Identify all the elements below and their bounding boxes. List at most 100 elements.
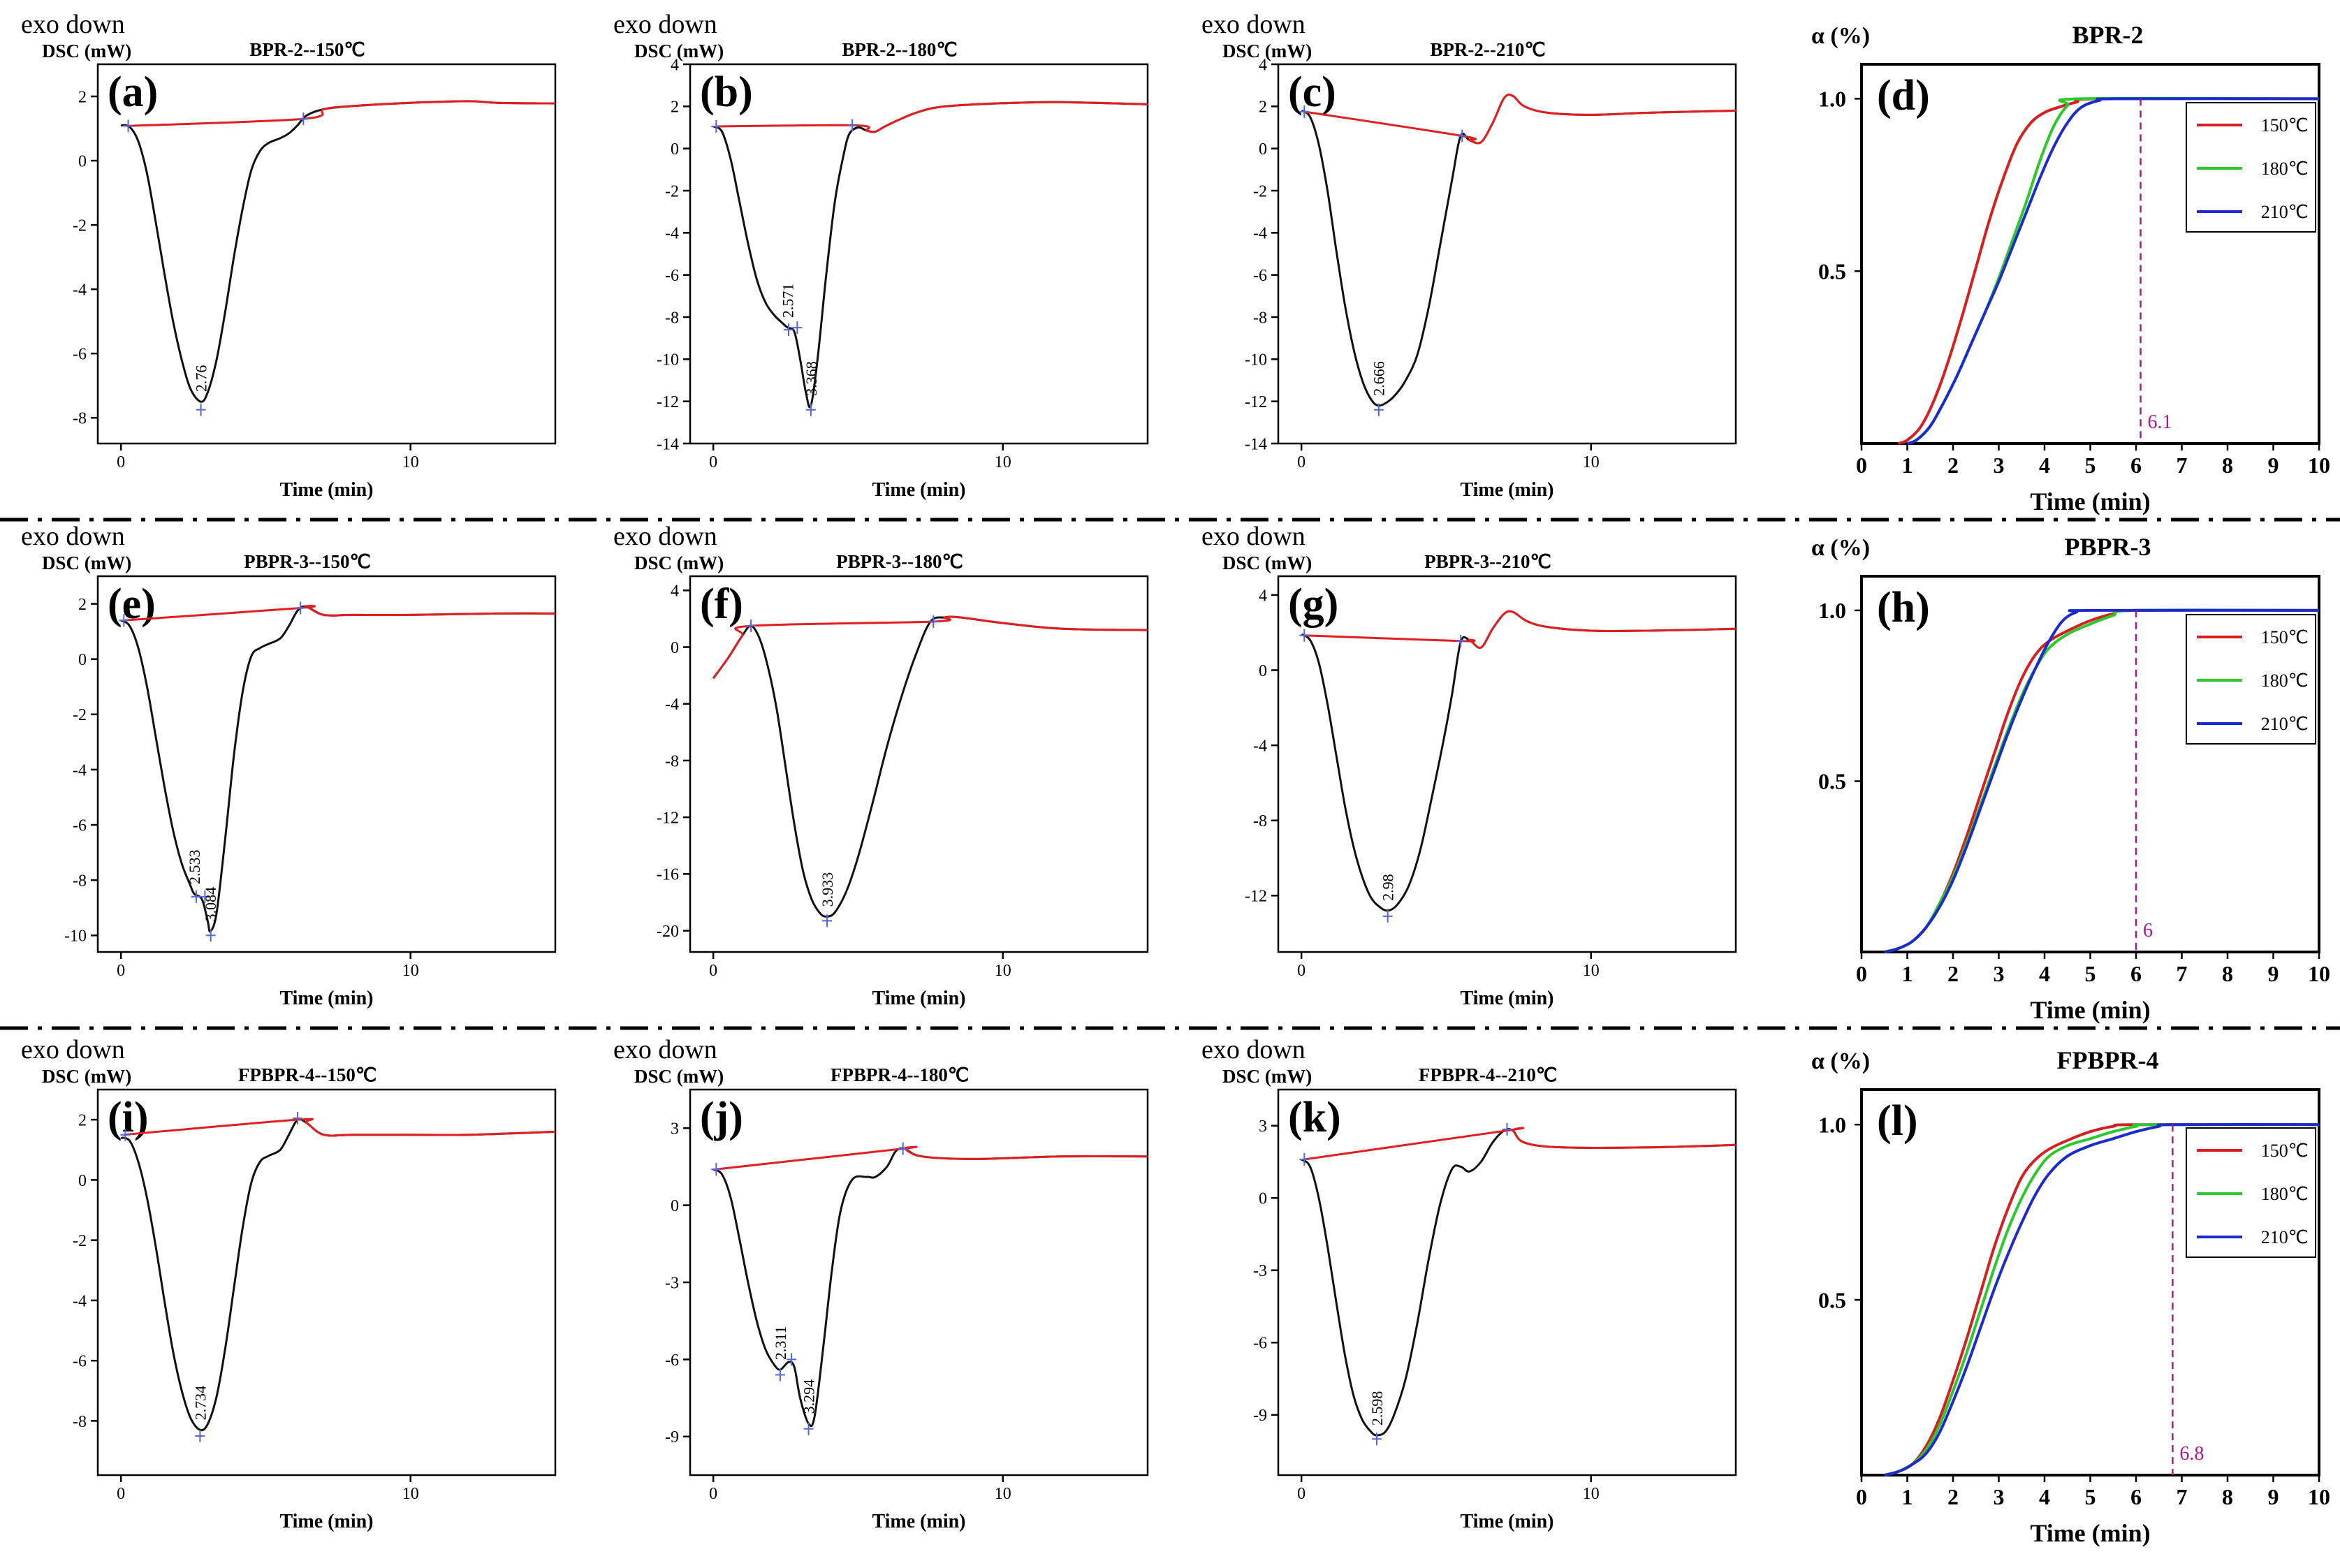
- integration-marker: [1371, 1433, 1382, 1446]
- exo-annotation: exo down: [21, 10, 125, 39]
- integration-marker: [123, 119, 133, 133]
- dsc-curve: [1301, 94, 1736, 407]
- series-line-c210: [1906, 97, 2320, 445]
- x-tick-label: 1: [1902, 453, 1913, 478]
- x-axis-label: Time (min): [2030, 996, 2150, 1024]
- integration-marker: [928, 615, 939, 628]
- panel-label: (k): [1288, 1094, 1341, 1141]
- chart-title: PBPR-3: [2065, 533, 2151, 561]
- series-line-c150: [1897, 97, 2320, 445]
- x-tick-label: 1: [1902, 1484, 1913, 1509]
- y-tick-label: -3: [1253, 1262, 1267, 1280]
- y-tick-label: 1.0: [1818, 598, 1846, 623]
- y-axis-label: α (%): [1811, 535, 1870, 561]
- chart-title: BPR-2--180℃: [842, 39, 957, 60]
- y-tick-label: 0: [1259, 1190, 1267, 1208]
- x-tick-label: 0: [709, 962, 717, 980]
- plot-frame: [1277, 63, 1737, 445]
- y-tick-label: 4: [671, 582, 679, 601]
- x-tick-label: 10: [2308, 453, 2330, 478]
- y-tick-label: 1.0: [1818, 1112, 1846, 1137]
- y-axis-label: DSC (mW): [634, 1066, 724, 1087]
- y-tick-label: 1.0: [1818, 87, 1846, 112]
- series-line-c210: [1884, 1123, 2320, 1477]
- legend-label-c180: 180℃: [2261, 159, 2309, 179]
- x-tick-label: 10: [402, 962, 419, 980]
- y-tick-label: -2: [73, 1232, 87, 1250]
- y-tick-label: 3: [671, 1120, 679, 1138]
- legend-label-c180: 180℃: [2261, 671, 2309, 691]
- y-tick-label: -12: [657, 393, 679, 411]
- y-tick-label: -8: [73, 872, 87, 891]
- chart-c: 0 10 -14 -12 -10 -8 -6 -4 -2 0 2 4 Time (min) exo dow…: [1201, 10, 1737, 501]
- chart-h: 0 1 2 3 4 5 6 7 8 9 10 0.5 1.0 Time (min) α (%) PBPR-3 (…: [1811, 533, 2330, 1024]
- integration-baseline: [124, 605, 556, 622]
- peak-label: 2.98: [1380, 874, 1397, 901]
- integration-marker: [298, 112, 309, 126]
- x-tick-label: 6: [2130, 1484, 2142, 1509]
- integration-marker: [775, 1368, 785, 1382]
- exo-annotation: exo down: [613, 522, 717, 551]
- integration-baseline: [712, 615, 1148, 680]
- dsc-curve: [712, 101, 1148, 409]
- y-tick-label: 0.5: [1818, 769, 1846, 794]
- y-tick-label: 0: [78, 651, 87, 669]
- x-tick-label: 10: [2308, 1484, 2330, 1509]
- exo-annotation: exo down: [1201, 1035, 1306, 1064]
- x-axis-label: Time (min): [872, 479, 965, 501]
- y-tick-label: -9: [1253, 1407, 1267, 1425]
- y-tick-label: -9: [665, 1428, 679, 1446]
- integration-marker: [1457, 129, 1468, 142]
- y-tick-label: 0: [1259, 140, 1267, 159]
- x-tick-label: 10: [995, 962, 1011, 980]
- x-tick-label: 5: [2085, 453, 2096, 478]
- peak-label: 2.76: [193, 365, 210, 393]
- x-tick-label: 7: [2177, 961, 2188, 986]
- legend-label-c150: 150℃: [2261, 115, 2309, 135]
- chart-title: PBPR-3--150℃: [244, 551, 371, 572]
- y-tick-label: -12: [1245, 888, 1267, 906]
- integration-marker: [1502, 1122, 1512, 1136]
- legend-label-c150: 150℃: [2261, 1141, 2309, 1161]
- x-tick-label: 8: [2222, 1484, 2233, 1509]
- x-tick-label: 6: [2130, 453, 2142, 478]
- x-tick-label: 3: [1994, 961, 2005, 986]
- x-tick-label: 10: [1583, 962, 1600, 980]
- x-tick-label: 10: [995, 453, 1011, 471]
- x-tick-label: 10: [402, 1485, 419, 1503]
- x-axis-label: Time (min): [1460, 479, 1553, 501]
- integration-marker: [196, 403, 206, 416]
- integration-baseline: [1304, 1127, 1736, 1161]
- completion-time-label: 6.8: [2179, 1443, 2204, 1465]
- y-tick-label: -6: [1253, 1335, 1267, 1353]
- integration-baseline: [716, 1145, 1148, 1171]
- integration-marker: [711, 119, 722, 133]
- x-tick-label: 3: [1994, 453, 2005, 478]
- y-tick-label: -4: [665, 225, 679, 243]
- legend-label-c210: 210℃: [2261, 202, 2309, 222]
- integration-marker: [119, 614, 129, 627]
- y-tick-label: 0: [671, 140, 679, 159]
- y-tick-label: -6: [665, 1351, 679, 1370]
- y-tick-label: 4: [1259, 587, 1267, 605]
- y-tick-label: -8: [665, 309, 679, 327]
- plot-frame: [689, 63, 1149, 445]
- x-tick-label: 0: [709, 1485, 717, 1503]
- integration-marker: [711, 1163, 722, 1176]
- chart-title: BPR-2--210℃: [1430, 39, 1545, 60]
- series-line-c210: [1884, 608, 2320, 953]
- integration-marker: [803, 1422, 814, 1435]
- chart-title: BPR-2: [2072, 21, 2144, 49]
- plot-frame: [689, 575, 1149, 953]
- y-tick-label: -4: [73, 761, 87, 779]
- y-tick-label: 4: [671, 56, 679, 74]
- x-tick-label: 0: [1856, 961, 1867, 986]
- x-tick-label: 10: [402, 453, 419, 471]
- integration-baseline: [716, 101, 1148, 133]
- x-tick-label: 0: [1856, 1484, 1867, 1509]
- x-tick-label: 8: [2222, 961, 2233, 986]
- x-axis-label: Time (min): [2030, 488, 2150, 515]
